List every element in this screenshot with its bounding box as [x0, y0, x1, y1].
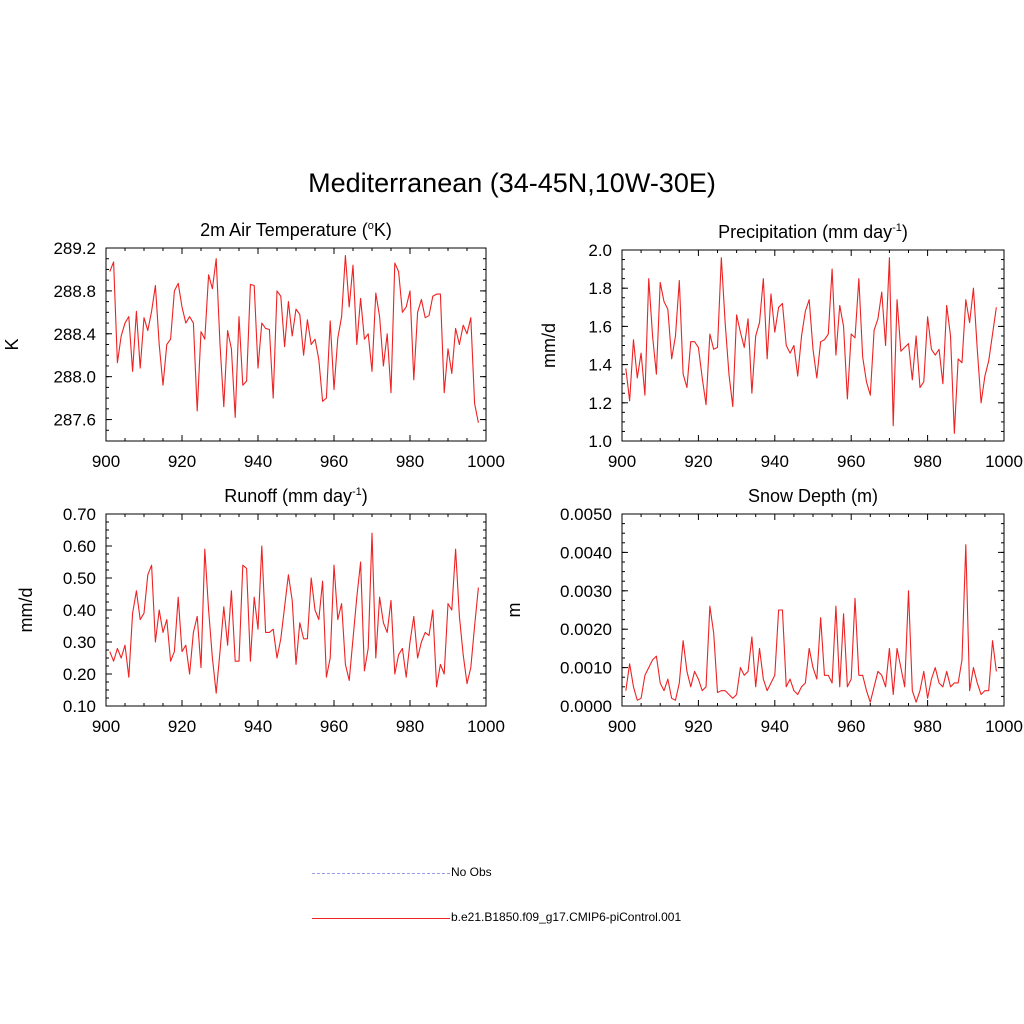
legend-model-label: b.e21.B1850.f09_g17.CMIP6-piControl.001: [451, 910, 682, 924]
series-line-precipitation: [625, 257, 997, 434]
figure-title: Mediterranean (34-45N,10W-30E): [308, 168, 716, 198]
x-tick-label: 900: [608, 452, 636, 471]
y-tick-label: 0.0010: [560, 659, 612, 678]
y-tick-label: 1.0: [588, 432, 612, 451]
legend-obs-swatch: [312, 873, 450, 874]
panel-title: Precipitation (mm day-1): [718, 222, 908, 242]
series-line-snow_depth: [625, 544, 997, 703]
y-tick-label: 0.0020: [560, 620, 612, 639]
x-tick-label: 960: [837, 717, 865, 736]
y-tick-label: 0.0050: [560, 505, 612, 524]
x-tick-label: 920: [684, 452, 712, 471]
panel-title: Runoff (mm day-1): [224, 486, 368, 506]
y-tick-label: 0.70: [63, 505, 96, 524]
plot-frame: [105, 247, 487, 442]
y-tick-label: 0.0030: [560, 582, 612, 601]
panel-title: 2m Air Temperature (oK): [200, 220, 392, 240]
y-tick-label: 0.30: [63, 633, 96, 652]
y-tick-label: 0.0040: [560, 543, 612, 562]
y-tick-label: 287.6: [53, 411, 96, 430]
legend-model-swatch: [312, 918, 450, 919]
series-line-runoff: [109, 532, 479, 694]
panel-precipitation: 900 920 940 960 980 1000 1.0 1.2 1.4 1.6 1.8 2.0 mm/…: [539, 222, 1023, 471]
x-tick-label: 1000: [467, 452, 505, 471]
y-tick-label: 1.8: [588, 279, 612, 298]
x-tick-label: 940: [244, 452, 272, 471]
panel-snow_depth: 900 920 940 960 980 1000 0.0000 0.0010 0.0020 0.0…: [504, 486, 1023, 736]
x-tick-label: 940: [244, 717, 272, 736]
y-tick-label: 1.4: [588, 356, 612, 375]
x-tick-label: 980: [913, 452, 941, 471]
y-axis-label: K: [2, 338, 22, 350]
y-tick-label: 288.0: [53, 368, 96, 387]
x-tick-label: 940: [761, 717, 789, 736]
x-tick-label: 920: [168, 717, 196, 736]
x-tick-label: 1000: [985, 717, 1023, 736]
x-tick-label: 920: [684, 717, 712, 736]
x-tick-label: 1000: [467, 717, 505, 736]
y-tick-label: 288.8: [53, 282, 96, 301]
y-tick-label: 0.50: [63, 569, 96, 588]
panel-title: Snow Depth (m): [748, 486, 878, 506]
x-tick-label: 960: [320, 717, 348, 736]
y-tick-label: 1.2: [588, 394, 612, 413]
panel-runoff: 900 920 940 960 980 1000 0.10 0.20 0.30 0.40 0.50 0…: [16, 486, 505, 736]
legend-obs-label: No Obs: [451, 865, 492, 879]
y-tick-label: 1.6: [588, 317, 612, 336]
x-tick-label: 940: [761, 452, 789, 471]
x-tick-label: 920: [168, 452, 196, 471]
y-tick-label: 0.10: [63, 697, 96, 716]
y-tick-label: 0.40: [63, 601, 96, 620]
y-axis-label: m: [504, 603, 524, 618]
x-tick-label: 980: [396, 717, 424, 736]
plot-frame: [105, 513, 487, 707]
y-axis-label: mm/d: [16, 588, 36, 633]
panel-temperature: 900 920 940 960 980 1000 287.6 288.0 288.4 288.8 2…: [2, 220, 505, 471]
y-tick-label: 0.20: [63, 665, 96, 684]
x-tick-label: 980: [396, 452, 424, 471]
y-tick-label: 0.60: [63, 537, 96, 556]
x-tick-label: 1000: [985, 452, 1023, 471]
y-tick-label: 2.0: [588, 241, 612, 260]
y-tick-label: 288.4: [53, 325, 96, 344]
y-axis-label: mm/d: [539, 323, 559, 368]
x-tick-label: 900: [92, 452, 120, 471]
x-tick-label: 900: [92, 717, 120, 736]
y-tick-label: 0.0000: [560, 697, 612, 716]
x-tick-label: 900: [608, 717, 636, 736]
series-line-temperature: [109, 254, 479, 423]
x-tick-label: 960: [320, 452, 348, 471]
y-tick-label: 289.2: [53, 239, 96, 258]
x-tick-label: 980: [913, 717, 941, 736]
x-tick-label: 960: [837, 452, 865, 471]
